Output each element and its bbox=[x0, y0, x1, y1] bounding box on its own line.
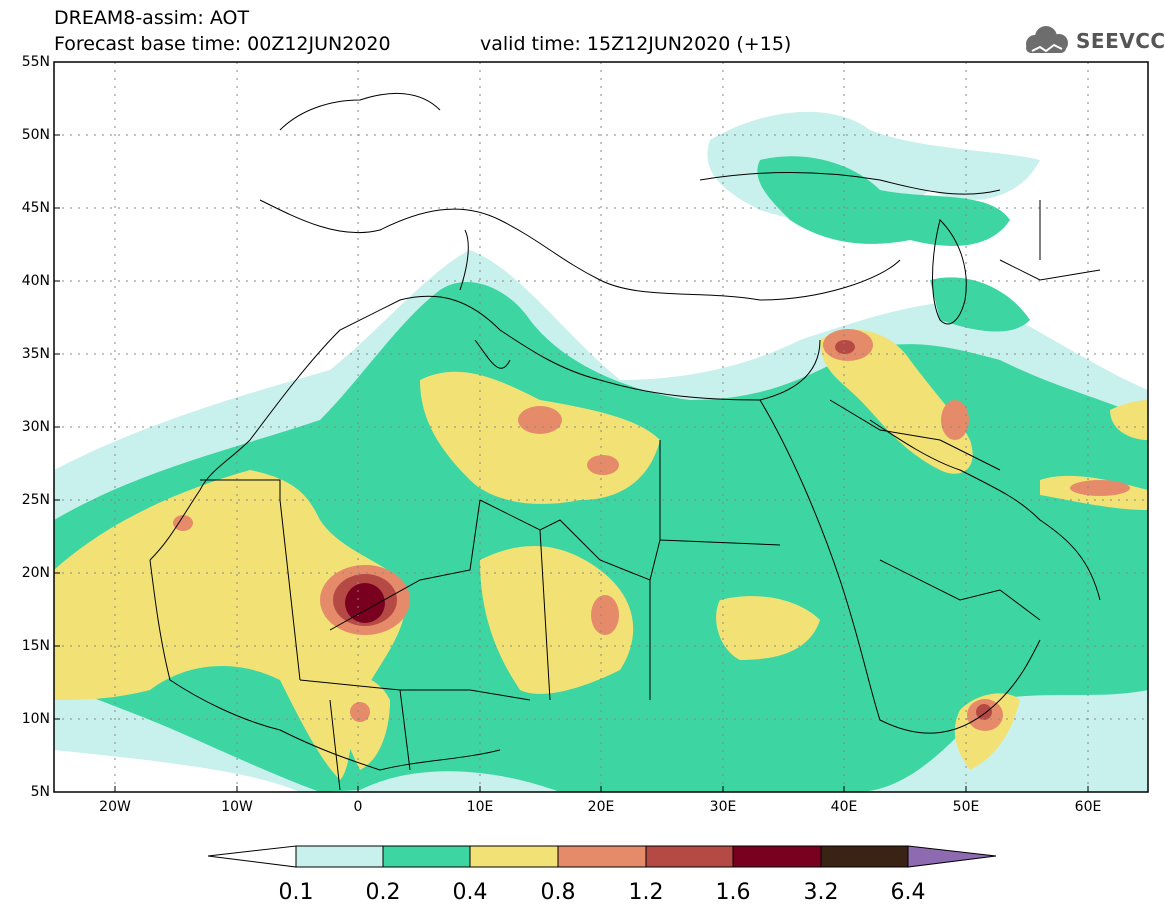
valid-time: valid time: 15Z12JUN2020 (+15) bbox=[480, 33, 792, 55]
lat-label: 40N bbox=[21, 273, 50, 289]
cloud-icon bbox=[1026, 26, 1068, 53]
lat-label: 10N bbox=[21, 711, 50, 727]
lon-label: 20E bbox=[587, 799, 615, 815]
colorbar-swatch-high bbox=[907, 845, 997, 868]
colorbar-swatch bbox=[557, 845, 647, 868]
colorbar-swatch bbox=[732, 845, 822, 868]
lat-label: 35N bbox=[21, 346, 50, 362]
lat-label: 50N bbox=[21, 127, 50, 143]
colorbar-label: 1.2 bbox=[628, 880, 664, 905]
lat-label: 25N bbox=[21, 492, 50, 508]
lon-label: 20W bbox=[99, 799, 131, 815]
colorbar-label: 6.4 bbox=[890, 880, 926, 905]
lat-label: 15N bbox=[21, 638, 50, 654]
lat-label: 30N bbox=[21, 419, 50, 435]
lat-label: 45N bbox=[21, 200, 50, 216]
colorbar-label: 0.4 bbox=[452, 880, 488, 905]
lon-label: 60E bbox=[1074, 799, 1102, 815]
axis-ticks bbox=[54, 61, 1089, 792]
lon-label: 30E bbox=[709, 799, 737, 815]
colorbar-swatch bbox=[469, 845, 559, 868]
lat-label: 20N bbox=[21, 565, 50, 581]
lat-label: 55N bbox=[21, 54, 50, 70]
colorbar-label: 0.8 bbox=[540, 880, 576, 905]
lat-label: 5N bbox=[30, 784, 50, 800]
colorbar-swatch bbox=[295, 845, 384, 868]
lon-label: 0 bbox=[353, 799, 363, 815]
map-title: DREAM8-assim: AOT bbox=[54, 7, 250, 29]
colorbar-swatch bbox=[382, 845, 471, 868]
colorbar-label: 0.1 bbox=[278, 880, 314, 905]
lon-label: 50E bbox=[952, 799, 980, 815]
lon-label: 40E bbox=[830, 799, 858, 815]
lon-label: 10E bbox=[466, 799, 494, 815]
coastlines bbox=[149, 92, 1101, 791]
colorbar-label: 1.6 bbox=[715, 880, 751, 905]
colorbar-swatch bbox=[820, 845, 909, 868]
aot-contour-1.6 bbox=[345, 583, 385, 623]
logo-text: SEEVCCC bbox=[1076, 29, 1165, 53]
gridlines bbox=[54, 62, 1148, 792]
lon-label: 10W bbox=[221, 799, 253, 815]
forecast-base-time: Forecast base time: 00Z12JUN2020 bbox=[54, 33, 391, 55]
colorbar-label: 0.2 bbox=[365, 880, 401, 905]
colorbar-swatch-low bbox=[207, 845, 297, 868]
colorbar-swatch bbox=[645, 845, 734, 868]
colorbar bbox=[207, 845, 997, 868]
colorbar-label: 3.2 bbox=[803, 880, 839, 905]
